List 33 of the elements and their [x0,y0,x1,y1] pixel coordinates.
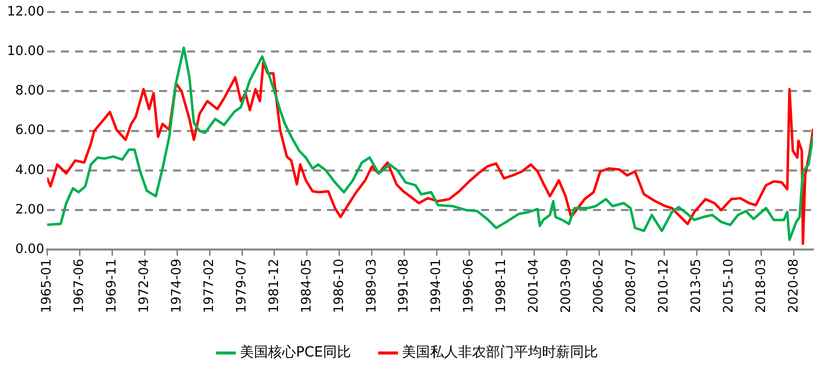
legend-label: 美国核心PCE同比 [240,344,352,361]
x-tick-label: 1974-09 [169,258,184,314]
y-tick-label: 4.00 [15,162,44,178]
y-tick-label: 0.00 [15,242,44,258]
x-tick-label: 2001-04 [526,258,542,314]
x-tick-label: 2013-05 [688,258,704,314]
x-tick-label: 1996-06 [462,258,477,314]
x-tick-label: 2006-02 [592,258,607,314]
x-tick-label: 1965-01 [40,258,55,314]
x-tick-label: 2008-07 [624,258,640,314]
x-tick-label: 1994-01 [429,258,444,314]
x-tick-label: 1991-08 [396,258,412,314]
x-tick-label: 1989-03 [364,258,380,314]
x-tick-label: 2003-09 [559,258,574,314]
x-tick-label: 1981-12 [266,258,282,314]
x-tick-label: 1998-11 [494,258,510,314]
x-tick-label: 1986-10 [332,258,347,314]
x-tick-label: 1967-06 [72,258,88,314]
x-tick-label: 1969-11 [104,258,120,314]
y-tick-label: 10.00 [7,44,44,59]
x-tick-label: 2010-12 [656,258,672,314]
x-tick-label: 1972-04 [136,258,152,314]
x-tick-label: 1979-07 [234,258,250,314]
y-tick-label: 2.00 [15,202,44,218]
x-tick-label: 2015-10 [721,258,736,314]
y-tick-label: 12.00 [7,4,44,20]
y-tick-label: 6.00 [15,123,44,138]
x-tick-label: 2020-08 [786,258,802,314]
x-tick-label: 1977-02 [202,258,217,314]
x-tick-label: 1984-05 [299,258,314,314]
y-tick-label: 8.00 [15,84,44,99]
legend-label: 美国私人非农部门平均时薪同比 [402,344,598,361]
x-tick-label: 2018-03 [754,258,769,314]
